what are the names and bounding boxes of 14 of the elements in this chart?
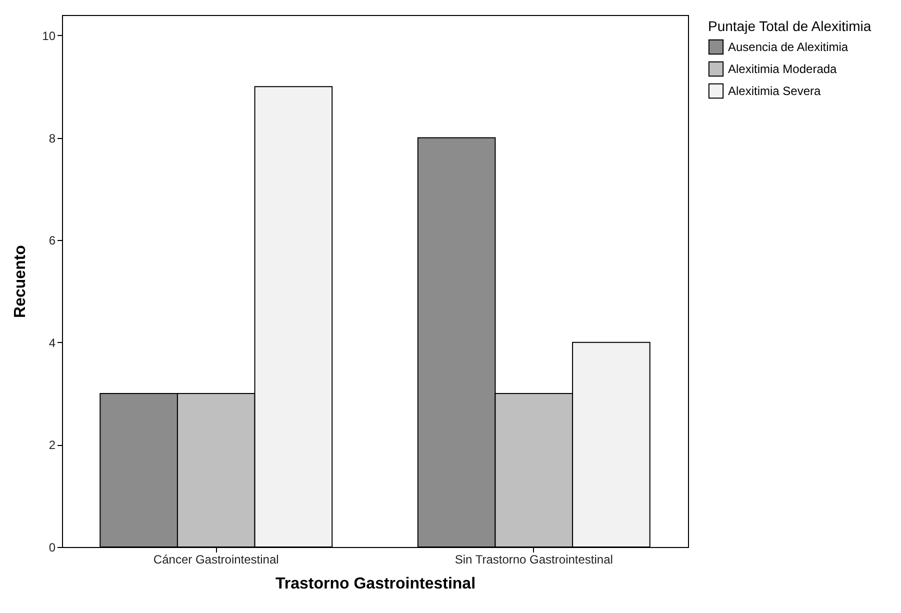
y-tick-label: 4 bbox=[48, 336, 56, 350]
y-tick-label: 2 bbox=[48, 438, 56, 452]
legend-label: Ausencia de Alexitimia bbox=[728, 40, 848, 54]
x-tick-label: Cáncer Gastrointestinal bbox=[153, 552, 279, 566]
y-tick-label: 8 bbox=[48, 131, 56, 146]
x-axis-title: Trastorno Gastrointestinal bbox=[275, 576, 476, 592]
legend-title: Puntaje Total de Alexitimia bbox=[708, 18, 872, 34]
y-tick-label: 10 bbox=[42, 28, 56, 43]
y-axis-title: Recuento bbox=[12, 244, 30, 318]
legend-label: Alexitimia Severa bbox=[728, 84, 822, 98]
x-tick-label: Sin Trastorno Gastrointestinal bbox=[454, 552, 613, 566]
y-tick-label: 0 bbox=[48, 540, 56, 554]
y-tick-label: 6 bbox=[48, 234, 56, 248]
legend-label: Alexitimia Moderada bbox=[728, 62, 838, 76]
